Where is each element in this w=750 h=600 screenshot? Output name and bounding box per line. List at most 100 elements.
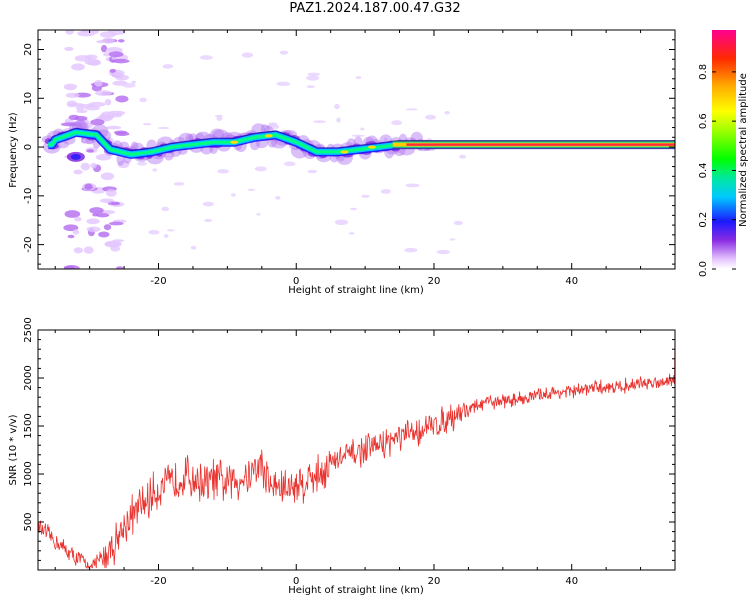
- spectrogram-hotspot: [367, 145, 376, 149]
- spectrogram-speckle: [247, 188, 256, 191]
- spectrogram-speckle: [256, 212, 261, 216]
- spectrogram-speckle: [391, 120, 403, 126]
- colorbar-ticks: 0.0 0.2 0.4 0.6 0.8: [698, 64, 736, 277]
- spectrogram-speckle: [90, 162, 97, 169]
- snr-y-axis-label: SNR (10 * v/v): [8, 414, 19, 485]
- spectrogram-speckle: [92, 213, 99, 217]
- x-tick-label: 0: [293, 276, 299, 287]
- spectrogram-speckle: [383, 137, 388, 142]
- spectrogram-speckle: [254, 166, 267, 172]
- colorbar-tick-label: 0.2: [698, 212, 709, 228]
- spectrogram-speckle: [96, 213, 110, 218]
- spectrogram-speckle: [74, 55, 92, 62]
- spectrogram-speckle: [425, 114, 436, 120]
- spectrogram-speckle: [108, 221, 124, 226]
- spectrogram-speckle: [60, 122, 79, 127]
- spectrogram-speckle: [444, 111, 450, 115]
- spectrogram-speckle: [275, 196, 281, 200]
- spectrogram-panel: -20 0 20 40 -20 -10 0 10 20 Height of straight …: [8, 29, 676, 296]
- spectrogram-core: [70, 153, 81, 160]
- spectrogram-speckle: [89, 207, 104, 214]
- spectrogram-speckle: [103, 224, 112, 231]
- spectrogram-speckle: [139, 97, 147, 103]
- y-tick-label: -20: [23, 236, 34, 252]
- spectrogram-speckle: [73, 247, 84, 254]
- spectrogram-ticks: [38, 29, 676, 269]
- snr-ticks: [38, 329, 676, 570]
- spectrogram-speckle: [162, 64, 174, 69]
- spectrogram-hotspot: [264, 134, 273, 138]
- spectrogram-speckle: [105, 189, 117, 197]
- spectrogram-speckle: [84, 183, 93, 190]
- y-tick-label: 1000: [23, 461, 34, 486]
- x-tick-label: 40: [565, 576, 578, 587]
- spectrogram-speckle: [86, 149, 95, 153]
- spectrogram-speckle: [109, 68, 117, 73]
- spectrogram-speckle: [63, 224, 79, 232]
- colorbar-tick-label: 0.0: [698, 261, 709, 277]
- y-tick-label: 2000: [23, 365, 34, 390]
- spectrogram-speckle: [79, 104, 96, 108]
- spectrogram-speckle: [104, 98, 112, 106]
- snr-x-axis-label: Height of straight line (km): [288, 585, 424, 596]
- spectrogram-speckle: [96, 40, 106, 44]
- x-tick-label: -20: [150, 576, 166, 587]
- spectrogram-speckle: [152, 168, 158, 172]
- spectrogram-speckle: [216, 115, 223, 122]
- spectrogram-speckle: [161, 206, 170, 212]
- x-tick-label: 0: [293, 576, 299, 587]
- spectrogram-speckle: [117, 39, 125, 43]
- spectrogram-speckle: [350, 207, 357, 211]
- spectrogram-speckle: [334, 103, 340, 110]
- spectrogram-speckle: [63, 83, 77, 91]
- spectrogram-speckle: [71, 63, 85, 71]
- spectrogram-x-axis-label: Height of straight line (km): [288, 285, 424, 296]
- spectrogram-speckle: [95, 90, 112, 96]
- spectrogram-speckle: [79, 122, 93, 129]
- y-tick-label: 1500: [23, 413, 34, 438]
- spectrogram-speckle: [405, 183, 420, 188]
- spectrogram-speckle: [67, 234, 75, 239]
- spectrogram-speckle: [361, 194, 370, 198]
- spectrogram-y-tick-labels: -20 -10 0 10 20: [23, 43, 34, 253]
- spectrogram-speckle: [94, 79, 103, 87]
- spectrogram-speckle: [66, 100, 78, 108]
- spectrogram-speckle: [115, 266, 124, 269]
- colorbar: 0.0 0.2 0.4 0.6 0.8 Normalized spectral ampl…: [698, 30, 749, 277]
- x-tick-label: 20: [428, 576, 441, 587]
- spectrogram-speckle: [334, 219, 349, 226]
- spectrogram-speckle: [241, 52, 254, 58]
- spectrogram-speckle: [65, 92, 80, 98]
- spectrogram-ridge-edge: [48, 128, 675, 151]
- colorbar-gradient: [712, 30, 736, 269]
- spectrogram-speckle: [95, 153, 112, 161]
- spectrogram-speckle: [204, 218, 212, 223]
- spectrogram-speckle: [307, 169, 318, 174]
- colorbar-tick-label: 0.4: [698, 162, 709, 178]
- spectrogram-speckle: [157, 126, 170, 130]
- spectrogram-speckle: [99, 198, 115, 204]
- spectrogram-speckle: [83, 246, 94, 254]
- spectrogram-speckle: [360, 127, 365, 131]
- spectrogram-speckle: [107, 110, 126, 116]
- spectrogram-speckle: [306, 85, 315, 89]
- spectrogram-speckle: [405, 108, 418, 111]
- spectrogram-speckle: [106, 125, 122, 130]
- spectrogram-speckle: [100, 44, 108, 53]
- spectrogram-speckle: [190, 245, 197, 250]
- snr-panel: -20 0 20 40 500 1000 1500 2000 2500 Height of s…: [8, 317, 676, 596]
- spectrogram-speckle: [202, 201, 214, 207]
- spectrogram-speckle: [261, 124, 266, 128]
- spectrogram-speckle: [355, 76, 362, 80]
- spectrogram-speckle: [449, 238, 456, 241]
- spectrogram-speckle: [65, 30, 74, 35]
- snr-frame: [37, 329, 676, 571]
- y-tick-label: -10: [23, 188, 34, 204]
- spectrogram-speckle: [173, 182, 185, 186]
- spectrogram-speckle: [453, 220, 463, 226]
- spectrogram-speckle: [163, 234, 169, 239]
- spectrogram-speckle: [104, 241, 122, 247]
- snr-y-tick-labels: 500 1000 1500 2000 2500: [23, 317, 34, 531]
- spectrogram-speckle: [166, 229, 175, 232]
